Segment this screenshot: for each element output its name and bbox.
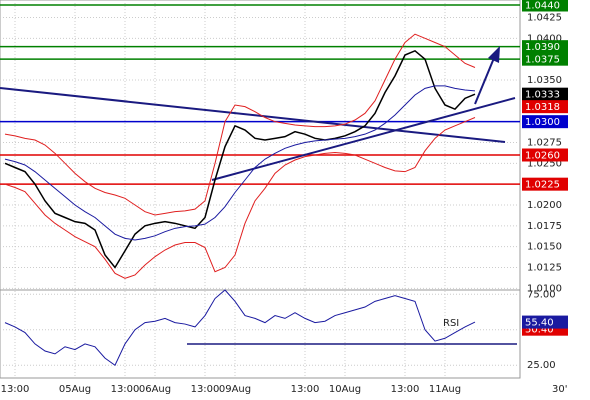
arrow-head: [488, 46, 500, 63]
rsi-title: RSI: [443, 318, 459, 329]
x-tick-label: 13:00: [191, 384, 220, 395]
y-tick-label: 1.0100: [527, 283, 562, 294]
timeframe: 30': [552, 384, 567, 395]
y-tick-label: 1.0150: [527, 242, 562, 253]
x-tick-label: 06Aug: [139, 384, 171, 395]
arrow-line: [474, 57, 495, 105]
x-tick-label: 13:00: [291, 384, 320, 395]
price-box: [522, 148, 568, 162]
price-box: [522, 100, 568, 114]
y-tick-label: 1.0175: [527, 221, 562, 232]
price-box: [522, 0, 568, 12]
price-box: [522, 52, 568, 66]
price-box-label: 1.0390: [525, 42, 560, 53]
x-tick-label: 13:00: [391, 384, 420, 395]
rsi-tick-label: 75.00: [527, 289, 556, 300]
price-box-label: 1.0375: [525, 55, 560, 66]
series-line: [4, 85, 476, 241]
price-box: [522, 40, 568, 54]
series-line: [4, 117, 476, 279]
price-box-label: 1.0318: [525, 102, 560, 113]
series-line: [4, 49, 476, 269]
y-tick-label: 1.0275: [527, 138, 562, 149]
rsi-tick-label: 25.00: [527, 360, 556, 371]
x-tick-label: 10Aug: [329, 384, 361, 395]
price-box-label: 1.0440: [525, 1, 560, 12]
y-tick-label: 1.0250: [527, 158, 562, 169]
price-box-label: 50.40: [525, 325, 554, 336]
price-box: [522, 315, 568, 329]
price-box: [522, 87, 568, 101]
x-tick-label: 13:00: [111, 384, 140, 395]
x-tick-label: 13:00: [1, 384, 30, 395]
series-line: [4, 33, 476, 216]
price-box: [522, 115, 568, 129]
x-tick-label: 05Aug: [59, 384, 91, 395]
x-tick-label: 09Aug: [219, 384, 251, 395]
price-box-label: 1.0333: [525, 90, 560, 101]
price-box-label: 1.0260: [525, 151, 560, 162]
price-box-label: 55.40: [525, 318, 554, 329]
x-tick-label: 11Aug: [429, 384, 461, 395]
price-box: [522, 177, 568, 191]
plot-frame: [0, 0, 521, 379]
price-box-label: 1.0300: [525, 117, 560, 128]
trend-lines: [0, 46, 517, 345]
rsi-line: [4, 289, 476, 366]
y-tick-label: 1.0200: [527, 200, 562, 211]
y-tick-label: 1.0125: [527, 263, 562, 274]
y-tick-label: 1.0350: [527, 75, 562, 86]
trend-line: [211, 97, 516, 181]
trend-line: [0, 87, 506, 143]
price-box-label: 1.0225: [525, 180, 560, 191]
y-tick-label: 1.0400: [527, 33, 562, 44]
y-tick-label: 1.0425: [527, 13, 562, 24]
